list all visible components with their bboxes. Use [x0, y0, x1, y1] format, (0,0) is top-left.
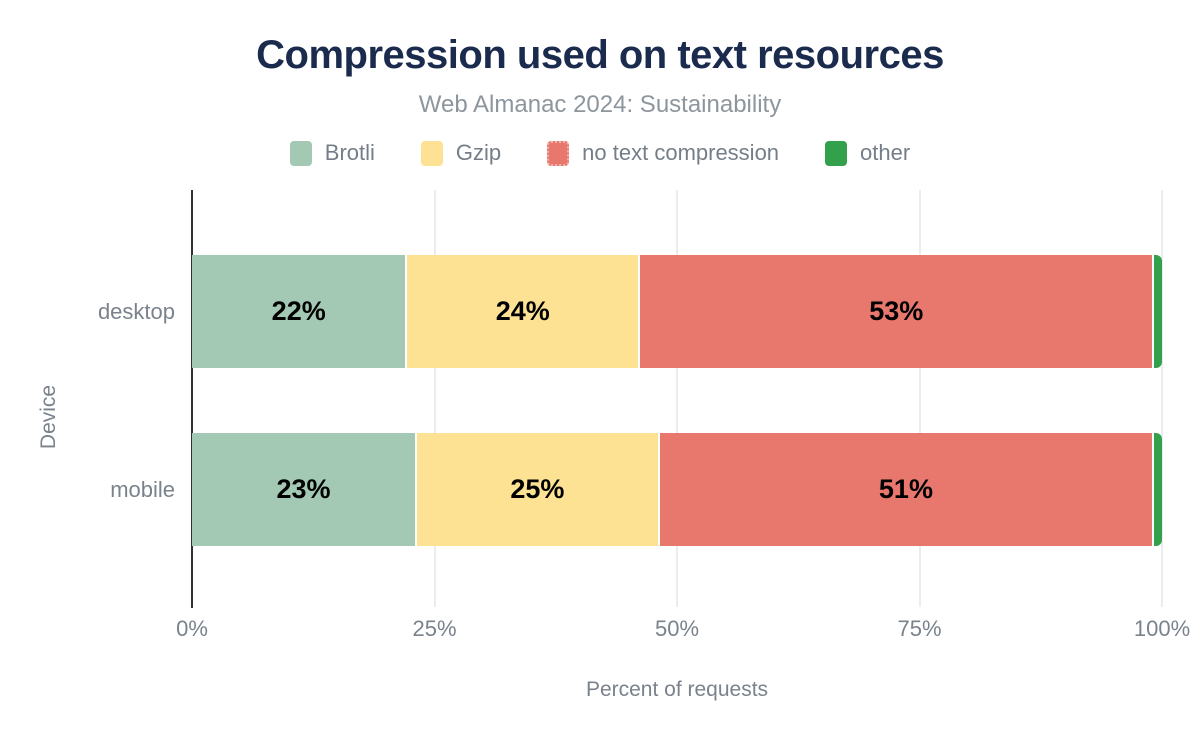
- bar-desktop-segment-gzip[interactable]: 24%: [405, 255, 639, 368]
- legend: Brotli Gzip no text compression other: [0, 140, 1200, 166]
- x-tick-label-25: 25%: [412, 616, 457, 641]
- y-tick-label-mobile: mobile: [110, 476, 175, 502]
- y-tick-label-desktop: desktop: [97, 298, 175, 324]
- bar-desktop-value-brotli: 22%: [271, 296, 326, 326]
- x-axis-ticks: 0% 25% 50% 75% 100%: [176, 616, 1190, 642]
- plot-area: 22% 24% 53% 23% 25% 51%: [191, 190, 1163, 608]
- bar-desktop-value-no-text-compression: 53%: [869, 296, 924, 326]
- y-axis-line: [191, 190, 193, 608]
- bar-mobile-value-gzip: 25%: [510, 474, 565, 504]
- legend-label-other: other: [860, 140, 911, 165]
- y-axis-title: Device: [37, 384, 60, 450]
- legend-item-no-text-compression[interactable]: no text compression: [547, 140, 779, 166]
- gridline-50: [676, 190, 678, 607]
- bar-desktop-segment-no-text-compression[interactable]: 53%: [638, 255, 1153, 368]
- bar-desktop-segment-other[interactable]: [1152, 255, 1162, 368]
- legend-swatch-no-text-compression-icon: [547, 140, 570, 166]
- bar-mobile-segment-other[interactable]: [1152, 433, 1162, 546]
- x-tick-label-75: 75%: [897, 616, 942, 641]
- legend-label-gzip: Gzip: [455, 140, 502, 165]
- bar-mobile-value-brotli: 23%: [276, 474, 331, 504]
- chart-subtitle: Web Almanac 2024: Sustainability: [418, 91, 782, 118]
- legend-swatch-gzip-icon: [420, 140, 443, 166]
- x-tick-label-50: 50%: [654, 616, 700, 641]
- bar-mobile-value-no-text-compression: 51%: [878, 474, 933, 504]
- legend-label-brotli: Brotli: [324, 140, 375, 165]
- x-tick-label-100: 100%: [1133, 616, 1191, 641]
- legend-item-gzip[interactable]: Gzip: [420, 140, 502, 166]
- legend-swatch-brotli-icon: [289, 140, 312, 166]
- bar-mobile-segment-brotli[interactable]: 23%: [192, 433, 416, 546]
- legend-item-other[interactable]: other: [825, 140, 910, 166]
- legend-item-brotli[interactable]: Brotli: [289, 140, 375, 166]
- bar-mobile: 23% 25% 51%: [192, 433, 1162, 546]
- bar-desktop-segment-brotli[interactable]: 22%: [192, 255, 406, 368]
- legend-swatch-other-icon: [825, 140, 848, 166]
- bar-mobile-segment-no-text-compression[interactable]: 51%: [657, 433, 1153, 546]
- x-axis-title: Percent of requests: [585, 678, 769, 701]
- bar-desktop: 22% 24% 53%: [192, 255, 1162, 368]
- gridline-100: [1161, 190, 1163, 607]
- x-tick-label-0: 0%: [176, 616, 208, 641]
- bar-mobile-segment-gzip[interactable]: 25%: [415, 433, 658, 546]
- gridline-75: [918, 190, 921, 607]
- chart-title: Compression used on text resources: [256, 33, 944, 77]
- legend-label-no-text-compression: no text compression: [582, 140, 780, 165]
- bar-desktop-value-gzip: 24%: [495, 296, 550, 326]
- gridline-25: [433, 190, 436, 607]
